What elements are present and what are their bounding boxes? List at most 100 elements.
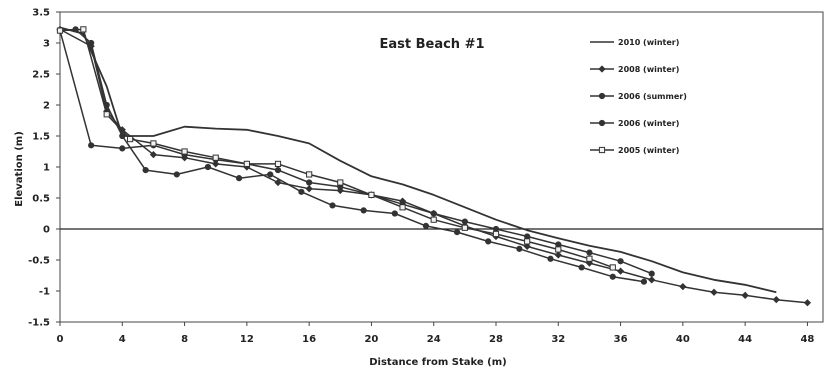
x-tick-label: 32 <box>551 334 565 345</box>
legend-label: 2005 (winter) <box>618 146 679 155</box>
legend-item: 2006 (summer) <box>590 92 687 101</box>
data-point <box>461 224 468 231</box>
x-tick-label: 44 <box>738 334 752 345</box>
y-tick-label: 1.5 <box>32 132 50 143</box>
data-point <box>492 230 500 238</box>
data-point <box>578 264 585 271</box>
y-tick-label: 2 <box>43 101 50 112</box>
data-point <box>204 163 212 171</box>
y-tick-label: 3 <box>43 39 50 50</box>
data-point <box>516 245 523 252</box>
chart-title: East Beach #1 <box>379 37 484 52</box>
data-point <box>103 111 110 118</box>
data-point <box>648 276 656 284</box>
y-tick-label: 3.5 <box>32 8 50 19</box>
x-tick-label: 0 <box>57 334 64 345</box>
legend-label: 2010 (winter) <box>618 38 679 47</box>
data-point <box>150 140 157 147</box>
series-layer <box>56 25 812 307</box>
data-point <box>80 26 87 33</box>
data-point <box>524 238 531 245</box>
data-point <box>149 150 158 159</box>
series-line <box>59 28 614 269</box>
data-point <box>306 179 313 186</box>
data-point <box>337 179 344 186</box>
data-point <box>679 283 687 291</box>
data-point <box>56 27 64 34</box>
data-point <box>399 204 406 211</box>
y-axis-title: Elevation (m) <box>14 131 25 207</box>
data-point <box>274 178 282 187</box>
data-point <box>88 39 95 47</box>
x-tick-label: 36 <box>614 334 628 345</box>
x-tick-label: 24 <box>427 334 441 345</box>
data-point <box>329 202 336 209</box>
data-point <box>430 210 437 217</box>
data-point <box>306 171 313 178</box>
data-point <box>274 167 282 174</box>
y-tick-label: -1 <box>39 287 50 298</box>
y-tick-label: 1 <box>43 163 50 174</box>
data-point <box>803 299 812 307</box>
x-tick-label: 40 <box>676 334 690 345</box>
data-point <box>391 210 398 217</box>
x-tick-label: 20 <box>364 334 378 345</box>
x-tick-label: 48 <box>800 334 814 345</box>
data-point <box>88 142 95 149</box>
y-tick-label: 0 <box>43 225 50 236</box>
x-tick-label: 8 <box>181 334 188 345</box>
data-point <box>554 251 562 259</box>
legend-marker <box>598 146 606 154</box>
legend-item: 2005 (winter) <box>590 146 679 155</box>
data-point <box>274 160 282 168</box>
data-point <box>555 246 562 253</box>
data-point <box>360 207 367 214</box>
data-point <box>586 255 593 262</box>
legend-label: 2006 (summer) <box>618 92 687 101</box>
series-2010-winter <box>59 26 777 294</box>
data-point <box>368 191 375 199</box>
x-tick-label: 4 <box>119 334 126 345</box>
data-point <box>710 288 718 296</box>
data-point <box>126 136 134 143</box>
data-point <box>461 218 468 225</box>
data-point <box>173 171 180 178</box>
data-point <box>119 132 126 140</box>
legend-marker <box>598 92 606 100</box>
data-point <box>485 238 492 245</box>
legend-label: 2006 (winter) <box>618 119 679 128</box>
data-point <box>616 267 625 275</box>
data-point <box>422 222 430 229</box>
data-point <box>648 270 655 277</box>
data-point <box>640 278 648 285</box>
series-line <box>59 28 645 283</box>
y-tick-label: -1.5 <box>28 318 50 329</box>
y-tick-label: 0.5 <box>32 194 50 205</box>
data-point <box>212 160 220 168</box>
data-point <box>609 273 616 280</box>
data-point <box>430 216 437 223</box>
x-tick-label: 12 <box>240 334 254 345</box>
data-point <box>298 188 305 195</box>
data-point <box>741 291 749 299</box>
legend: 2010 (winter) 2008 (winter) 2006 (summer) 2… <box>590 38 687 155</box>
data-point <box>523 242 531 250</box>
y-tick-label: -0.5 <box>28 256 50 267</box>
data-point <box>267 171 274 178</box>
data-point <box>119 145 126 152</box>
axes: -1.5-1-0.500.511.522.533.50 4 8 12 16 20 24 28 3… <box>28 8 824 345</box>
data-point <box>547 255 554 262</box>
legend-item: 2006 (winter) <box>590 119 679 128</box>
data-point <box>586 249 593 256</box>
legend-label: 2008 (winter) <box>618 65 679 74</box>
series-line <box>59 26 777 294</box>
data-point <box>772 296 780 304</box>
legend-marker <box>598 65 606 73</box>
data-point <box>142 167 149 174</box>
y-tick-label: 2.5 <box>32 70 50 81</box>
data-point <box>212 154 219 161</box>
x-tick-label: 16 <box>302 334 316 345</box>
series-2006-winter <box>56 26 648 285</box>
